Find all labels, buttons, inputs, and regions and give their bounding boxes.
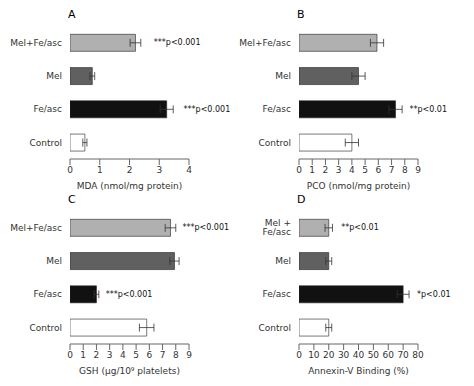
svg-text:40: 40 <box>353 350 365 360</box>
svg-text:3: 3 <box>336 165 342 175</box>
svg-text:Annexin-V Binding (%): Annexin-V Binding (%) <box>308 366 409 376</box>
svg-text:Mel: Mel <box>275 71 291 81</box>
svg-text:Fe/asc: Fe/asc <box>263 104 291 114</box>
svg-text:0: 0 <box>67 165 73 175</box>
svg-text:1: 1 <box>80 350 86 360</box>
svg-text:6: 6 <box>146 350 152 360</box>
svg-text:70: 70 <box>397 350 409 360</box>
svg-text:Control: Control <box>258 138 291 148</box>
svg-text:8: 8 <box>402 165 408 175</box>
svg-text:Mel +Fe/asc: Mel +Fe/asc <box>263 218 291 237</box>
svg-text:9: 9 <box>186 350 192 360</box>
svg-text:MDA (nmol/mg protein): MDA (nmol/mg protein) <box>77 181 182 191</box>
svg-text:3: 3 <box>156 165 162 175</box>
svg-text:4: 4 <box>349 165 355 175</box>
svg-text:*p<0.01: *p<0.01 <box>417 290 451 299</box>
svg-text:2: 2 <box>127 165 133 175</box>
svg-text:***p<0.001: ***p<0.001 <box>184 105 231 114</box>
svg-text:GSH (μg/10⁹ platelets): GSH (μg/10⁹ platelets) <box>79 366 180 376</box>
svg-text:9: 9 <box>415 165 421 175</box>
svg-text:Control: Control <box>29 138 62 148</box>
svg-text:3: 3 <box>107 350 113 360</box>
svg-text:1: 1 <box>97 165 103 175</box>
svg-text:Fe/asc: Fe/asc <box>263 289 291 299</box>
svg-text:80: 80 <box>412 350 424 360</box>
svg-text:6: 6 <box>375 165 381 175</box>
svg-text:50: 50 <box>368 350 380 360</box>
svg-text:Mel+Fe/asc: Mel+Fe/asc <box>239 38 291 48</box>
svg-text:Control: Control <box>29 323 62 333</box>
svg-text:Mel: Mel <box>46 71 62 81</box>
svg-text:5: 5 <box>362 165 368 175</box>
svg-text:0: 0 <box>296 350 302 360</box>
svg-text:PCO (nmol/mg protein): PCO (nmol/mg protein) <box>307 181 411 191</box>
svg-text:0: 0 <box>67 350 73 360</box>
svg-text:Mel+Fe/asc: Mel+Fe/asc <box>10 223 62 233</box>
svg-text:1: 1 <box>309 165 315 175</box>
svg-text:20: 20 <box>323 350 335 360</box>
svg-text:Mel: Mel <box>46 256 62 266</box>
svg-text:***p<0.001: ***p<0.001 <box>154 38 201 47</box>
svg-text:Fe/asc: Fe/asc <box>34 289 62 299</box>
svg-text:4: 4 <box>120 350 126 360</box>
svg-text:7: 7 <box>389 165 395 175</box>
svg-text:**p<0.01: **p<0.01 <box>409 105 447 114</box>
svg-text:Mel+Fe/asc: Mel+Fe/asc <box>10 38 62 48</box>
svg-text:***p<0.001: ***p<0.001 <box>106 290 153 299</box>
svg-text:2: 2 <box>323 165 329 175</box>
html-text:C: C <box>68 193 76 206</box>
svg-text:***p<0.001: ***p<0.001 <box>182 223 229 232</box>
html-text:A: A <box>68 8 76 21</box>
svg-text:**p<0.01: **p<0.01 <box>341 223 379 232</box>
svg-text:Control: Control <box>258 323 291 333</box>
svg-text:5: 5 <box>133 350 139 360</box>
html-text:D: D <box>297 193 306 206</box>
svg-text:Mel: Mel <box>275 256 291 266</box>
svg-text:7: 7 <box>160 350 166 360</box>
svg-text:30: 30 <box>338 350 350 360</box>
svg-text:4: 4 <box>186 165 192 175</box>
svg-text:8: 8 <box>173 350 179 360</box>
html-text:B: B <box>297 8 305 21</box>
svg-text:10: 10 <box>308 350 320 360</box>
svg-text:60: 60 <box>383 350 395 360</box>
svg-text:2: 2 <box>94 350 100 360</box>
svg-text:Fe/asc: Fe/asc <box>34 104 62 114</box>
svg-text:0: 0 <box>296 165 302 175</box>
